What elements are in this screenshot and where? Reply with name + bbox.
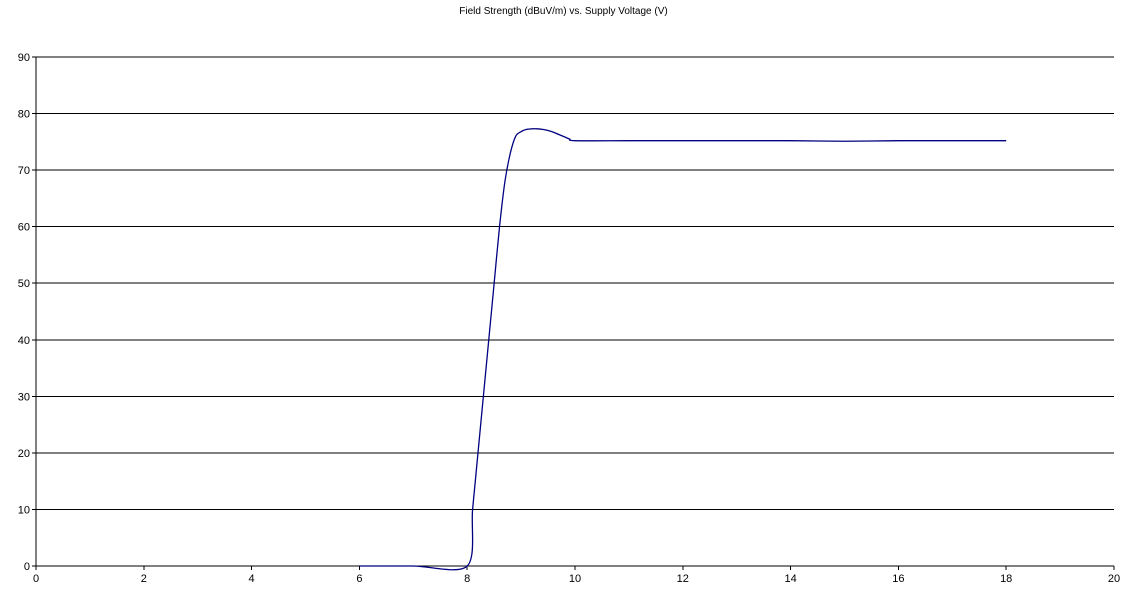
x-tick-label: 16 — [892, 573, 904, 585]
y-tick-label: 80 — [18, 109, 30, 121]
x-tick-label: 4 — [249, 573, 255, 585]
series-line-0 — [359, 128, 1007, 571]
y-tick-label: 90 — [18, 52, 30, 64]
x-tick-label: 2 — [141, 573, 147, 585]
y-tick-label: 60 — [18, 222, 30, 234]
chart-title: Field Strength (dBuV/m) vs. Supply Volta… — [459, 6, 668, 17]
y-tick-label: 20 — [18, 448, 30, 460]
y-tick-label: 0 — [24, 561, 30, 573]
series-layer — [359, 128, 1007, 571]
x-tick-label: 8 — [464, 573, 470, 585]
tick-labels: 0 10 20 30 40 50 60 70 80 90 0 2 4 6 8 10 12 14 16 18 20 — [18, 52, 1120, 585]
y-tick-label: 70 — [18, 165, 30, 177]
y-tick-label: 30 — [18, 391, 30, 403]
y-tick-label: 10 — [18, 504, 30, 516]
y-tick-label: 50 — [18, 278, 30, 290]
x-tick-label: 0 — [33, 573, 39, 585]
x-tick-label: 12 — [677, 573, 689, 585]
x-tick-label: 20 — [1108, 573, 1120, 585]
y-tick-label: 40 — [18, 335, 30, 347]
x-tick-label: 18 — [1000, 573, 1012, 585]
grid-lines — [36, 56, 1114, 510]
x-tick-label: 6 — [356, 573, 362, 585]
x-tick-label: 10 — [569, 573, 581, 585]
x-tick-label: 14 — [784, 573, 796, 585]
axes — [32, 56, 1115, 570]
